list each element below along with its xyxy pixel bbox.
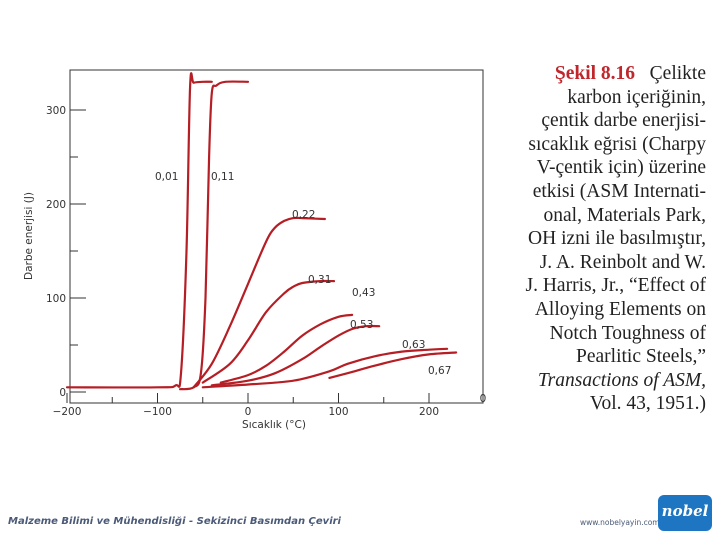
curve-0-63 [201,347,449,389]
y-axis-label: Darbe enerjisi (J) [23,192,35,280]
caption-line-12: Pearlitic Steels,” [576,346,706,368]
caption-line-5: etkisi (ASM Internati- [532,180,706,202]
x-axis-corner-label: 0 [480,393,487,405]
curve-0-31 [201,279,336,384]
x-axis-label: Sıcaklık (°C) [242,419,306,431]
caption-volume: Vol. 43, 1951.) [589,393,706,415]
x-tick-label: −200 [53,406,82,418]
logo-text: nobel [661,502,709,520]
caption-line-2: çentik darbe enerjisi- [541,110,706,132]
x-minor-ticks [111,397,385,403]
figure-number: Şekil 8.16 [554,63,636,84]
curve-0-53 [210,324,381,387]
curve-label-0-01: 0,01 [155,171,178,183]
curve-label-0-67: 0,67 [428,365,451,377]
y-axis-ticks: 0 100 200 300 [46,105,86,399]
y-tick-label: 0 [59,387,66,399]
curve-label-0-31: 0,31 [308,274,331,286]
curve-0-43 [219,313,354,384]
curve-0-22 [192,216,326,389]
caption-line-7: OH izni ile basılmıştır, [528,228,706,250]
x-tick-label: −100 [143,406,172,418]
curve-label-0-53: 0,53 [350,319,373,331]
figure-caption: Şekil 8.16 Çelikte karbon içeriğinin, çe… [506,62,707,416]
publisher-logo: nobel [658,495,712,531]
x-axis-ticks: −200 −100 0 100 200 [53,393,439,418]
caption-line-1: karbon içeriğinin, [567,86,706,108]
caption-line-8: J. A. Reinbolt and W. [539,251,706,273]
y-minor-ticks [70,156,78,346]
curve-label-0-43: 0,43 [352,287,375,299]
y-tick-label: 300 [46,105,66,117]
caption-line-0: Çelikte [649,63,706,84]
x-tick-label: 200 [419,406,439,418]
footer-url[interactable]: www.nobelyayin.com [580,518,660,527]
y-tick-label: 200 [46,199,66,211]
caption-line-11: Notch Toughness of [549,322,706,344]
footer-book-title: Malzeme Bilimi ve Mühendisliği - Sekizin… [8,516,341,527]
curves [65,72,458,391]
curve-label-0-63: 0,63 [402,339,425,351]
curve-0-67 [328,351,458,379]
curve-0-01 [65,72,213,389]
x-tick-label: 0 [245,406,252,418]
y-tick-label: 100 [46,293,66,305]
caption-line-6: onal, Materials Park, [543,204,706,226]
caption-line-4: V-çentik için) üzerine [536,157,706,179]
caption-line-9: J. Harris, Jr., “Effect of [525,275,707,297]
caption-line-10: Alloying Elements on [534,298,706,320]
caption-line-3: sıcaklık eğrisi (Charpy [528,133,706,155]
curve-0-11 [179,80,250,391]
plot-frame [69,69,484,404]
curve-labels: 0,01 0,11 0,22 0,31 0,43 0,53 0,63 0,67 [155,171,451,377]
curve-label-0-11: 0,11 [211,171,234,183]
caption-journal: Transactions of ASM, [537,369,706,391]
curve-label-0-22: 0,22 [292,209,315,221]
x-tick-label: 100 [328,406,348,418]
